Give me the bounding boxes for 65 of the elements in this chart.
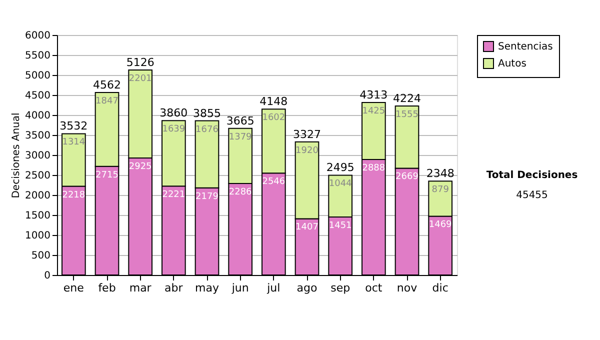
data-label: 1469 xyxy=(428,220,452,230)
y-tick-label: 4000 xyxy=(25,110,50,122)
y-tick-label: 0 xyxy=(44,270,50,282)
y-tick-label: 2000 xyxy=(25,190,50,202)
y-tick-label: 4500 xyxy=(25,90,50,102)
total-label: 4562 xyxy=(93,78,121,92)
legend-label: Autos xyxy=(498,58,526,70)
data-label: 2715 xyxy=(96,170,118,180)
x-tick-label: jul xyxy=(266,282,280,294)
x-tick-label: abr xyxy=(164,282,184,294)
data-label: 2201 xyxy=(128,74,152,84)
y-tick-label: 3500 xyxy=(25,130,50,142)
y-tick-label: 2500 xyxy=(25,170,50,182)
total-label: 3860 xyxy=(160,106,188,120)
x-tick-label: mar xyxy=(129,282,152,294)
data-label: 879 xyxy=(432,185,450,196)
text: 45455 xyxy=(516,190,548,201)
y-tick-label: 1000 xyxy=(25,230,50,242)
total-label: 4224 xyxy=(393,92,421,106)
y-axis-title: Decisiones Anual xyxy=(11,112,22,198)
total-label: 2348 xyxy=(426,167,454,180)
y-tick-label: 3000 xyxy=(25,150,50,162)
total-label: 3855 xyxy=(193,106,221,120)
y-tick-label: 1500 xyxy=(25,210,50,222)
data-label: 1602 xyxy=(262,113,286,124)
x-tick-label: feb xyxy=(98,282,116,294)
total-label: 3327 xyxy=(293,128,321,141)
data-label: 1639 xyxy=(162,124,186,135)
data-label: 1379 xyxy=(228,132,252,142)
y-tick-label: 6000 xyxy=(25,30,50,42)
data-label: 1847 xyxy=(96,96,118,107)
x-tick-label: oct xyxy=(365,282,383,294)
total-label: 4148 xyxy=(260,95,288,108)
y-tick-label: 500 xyxy=(31,250,50,262)
data-label: 1555 xyxy=(396,110,418,120)
legend-label: Sentencias xyxy=(498,42,553,52)
data-label: 2221 xyxy=(162,190,186,200)
data-label: 1044 xyxy=(328,179,352,190)
x-tick-label: ene xyxy=(63,282,84,294)
data-label: 1676 xyxy=(196,124,219,135)
x-tick-label: may xyxy=(195,282,220,294)
x-tick-label: dic xyxy=(432,282,448,294)
data-label: 2179 xyxy=(196,192,219,202)
data-label: 2888 xyxy=(362,163,386,174)
y-tick-label: 5500 xyxy=(25,50,50,62)
x-tick-label: ago xyxy=(296,282,318,294)
data-label: 2546 xyxy=(262,177,286,188)
data-label: 2669 xyxy=(396,172,419,182)
data-label: 1920 xyxy=(296,146,319,156)
total-label: 4313 xyxy=(360,88,388,102)
y-tick-label: 5000 xyxy=(25,70,50,82)
data-label: 2286 xyxy=(228,188,252,198)
total-label: 5126 xyxy=(126,56,154,69)
data-label: 1451 xyxy=(328,220,352,231)
data-label: 1425 xyxy=(362,106,386,116)
total-label: 2495 xyxy=(326,161,354,174)
x-tick-label: jun xyxy=(230,282,249,294)
text: Total Decisiones xyxy=(486,170,578,181)
x-tick-label: sep xyxy=(330,282,350,294)
data-label: 2218 xyxy=(62,190,86,200)
total-label: 3665 xyxy=(226,114,254,128)
data-label: 2925 xyxy=(128,162,152,172)
data-label: 1407 xyxy=(296,222,318,233)
x-tick-label: nov xyxy=(396,282,418,294)
total-label: 3532 xyxy=(60,120,88,133)
